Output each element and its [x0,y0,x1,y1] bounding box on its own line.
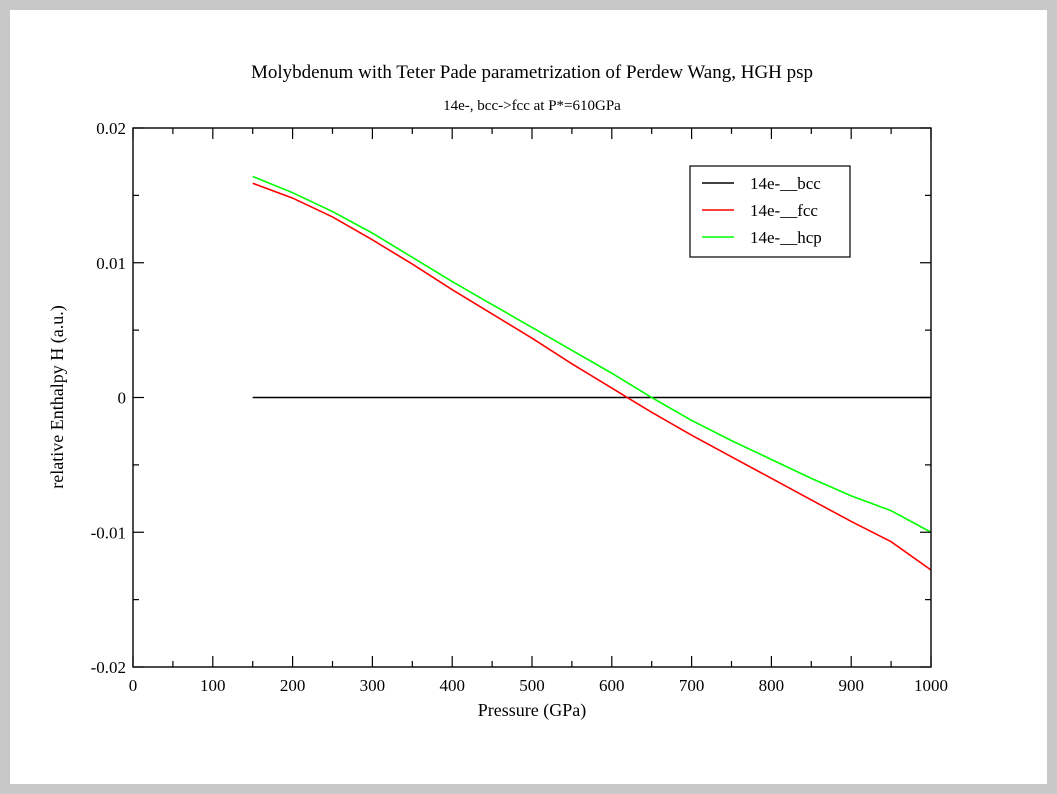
x-tick-label: 600 [599,676,625,695]
series-line-14e-__hcp [252,175,932,533]
series-line-14e-__fcc [252,182,932,571]
y-tick-label: 0 [118,389,127,408]
legend-label-14e-__hcp: 14e-__hcp [750,228,822,247]
x-tick-label: 200 [280,676,306,695]
y-tick-label: 0.01 [96,254,126,273]
x-tick-label: 1000 [914,676,948,695]
x-tick-label: 400 [439,676,465,695]
x-tick-label: 900 [838,676,864,695]
x-tick-label: 800 [759,676,785,695]
legend-box [689,165,851,258]
x-axis-label: Pressure (GPa) [478,700,586,721]
x-tick-label: 500 [519,676,545,695]
x-tick-label: 0 [129,676,138,695]
chart-frame: Molybdenum with Teter Pade parametrizati… [10,10,1047,784]
y-tick-label: -0.02 [91,658,126,677]
chart-title: Molybdenum with Teter Pade parametrizati… [251,62,813,83]
y-tick-label: 0.02 [96,119,126,138]
x-tick-label: 700 [679,676,705,695]
chart-canvas: Molybdenum with Teter Pade parametrizati… [47,62,948,721]
legend-label-14e-__bcc: 14e-__bcc [750,174,821,193]
axes-layer: 0 100 200 300 400 500 600 700 800 900 1000 -0.02 -0.… [91,119,948,695]
y-tick-label: -0.01 [91,523,126,542]
legend-label-14e-__fcc: 14e-__fcc [750,201,818,220]
series-layer [252,175,932,571]
y-axis-label: relative Enthalpy H (a.u.) [47,305,68,488]
x-tick-label: 100 [200,676,226,695]
x-tick-label: 300 [360,676,386,695]
chart-subtitle: 14e-, bcc->fcc at P*=610GPa [443,98,621,114]
legend: 14e-__bcc 14e-__fcc 14e-__hcp [689,165,851,258]
